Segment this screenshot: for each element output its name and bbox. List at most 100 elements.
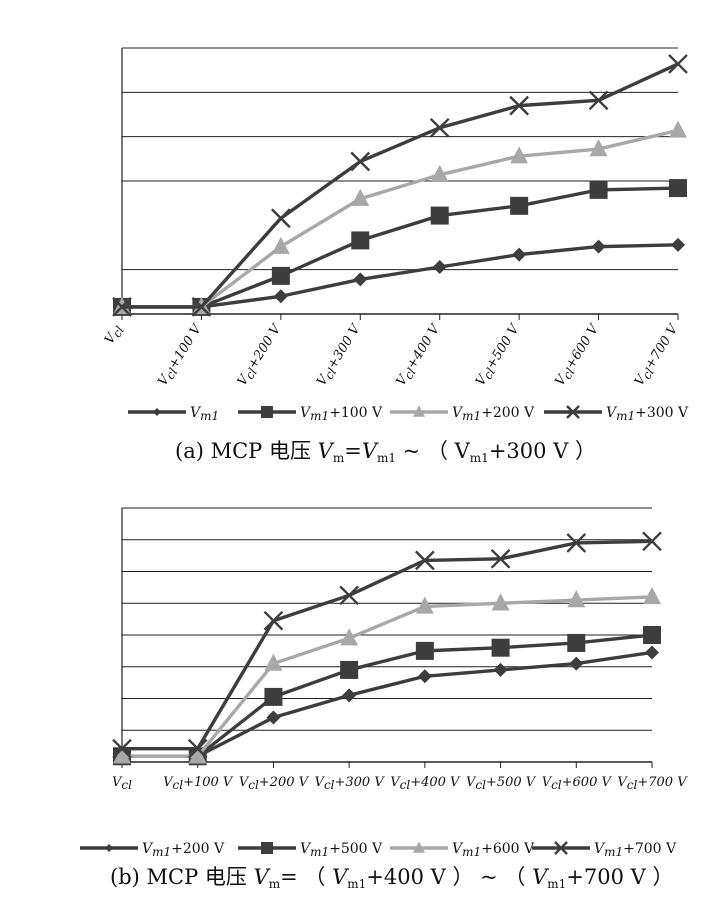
data-point [191,297,212,317]
x-tick-label: Vcl+600 V [542,775,613,792]
data-point [645,645,659,660]
data-point [188,746,207,764]
legend-item: Vm1+500 V [238,841,383,859]
data-point [264,687,283,706]
data-point [430,206,449,225]
data-point [417,669,432,684]
legend-item: Vm1 [128,405,219,423]
data-point [669,120,687,138]
data-point [415,641,434,660]
data-point [671,237,685,252]
legend-label: Vm1+600 V [452,841,535,859]
data-point [589,139,608,157]
data-point [271,208,291,229]
data-point [187,738,208,759]
data-point [491,593,510,611]
series-line [122,128,679,309]
data-point [430,164,449,182]
legend-label: Vm1+700 V [594,841,677,859]
data-point [351,188,370,206]
legend-label: Vm1+100 V [300,405,383,423]
data-point [569,656,584,671]
data-point [429,117,450,138]
series-line [122,633,653,758]
data-point [588,90,609,111]
data-point [432,260,447,275]
chart-b: Vcl Vcl+100 V Vcl+200 V Vcl+300 V Vcl+400 V V… [80,507,688,891]
data-point [350,151,371,172]
series-line [122,62,679,309]
data-point [112,738,132,759]
data-point [415,596,434,614]
legend-label: Vm1+200 V [142,841,225,859]
data-point [589,180,608,199]
x-tick-label: Vcl+500 V [473,321,525,390]
legend-label: Vm1+300 V [606,405,689,423]
data-point [339,585,359,606]
figure-caption: (a) MCP 电压 Vm=Vm1 ~ （ Vm1+300 V ） [175,439,596,465]
data-point [643,626,661,644]
x-tick-label: Vcl+300 V [315,775,386,792]
data-point [493,662,508,677]
data-point [263,610,284,631]
x-tick-label: Vcl+600 V [553,321,605,390]
series-line [122,650,653,758]
legend-label: Vm1+500 V [300,841,383,859]
data-point [271,236,290,254]
legend-marker [261,842,273,854]
x-tick-label: Vcl+400 V [394,321,446,390]
series-diamond [115,645,659,764]
x-tick-label: Vcl+400 V [390,775,461,792]
data-point [113,746,131,764]
legend-marker [261,406,273,418]
series-triangle [113,587,661,764]
legend-marker [554,841,568,855]
x-tick-label: Vcl+700 V [617,775,688,792]
data-point [491,638,510,657]
series-x [112,531,662,759]
data-point [567,590,586,608]
data-point [566,533,587,553]
legend-marker [413,841,425,853]
series-triangle [113,120,687,315]
data-point [351,231,370,250]
legend-item: Vm1+200 V [390,405,535,423]
data-point [509,95,529,116]
data-point [353,272,368,287]
data-point [273,289,288,304]
x-tick-label: Vcl+100 V [155,321,207,390]
x-tick-label: Vcl+500 V [466,775,537,792]
legend-item: Vm1+600 V [390,841,535,859]
x-tick-label: Vcl+300 V [314,321,366,390]
figure-caption: (b) MCP 电压 Vm= （ Vm1+400 V ） ~ （ Vm1+700… [110,865,673,891]
legend-item: Vm1+200 V [80,841,225,859]
data-point [510,196,529,215]
data-point [340,660,359,679]
data-point [668,54,688,74]
data-point [342,688,357,703]
data-point [264,653,283,671]
legend-marker [566,405,580,419]
data-point [510,146,529,164]
data-point [340,628,359,646]
x-tick-label: Vcl [112,775,132,792]
data-point [415,550,435,571]
data-point [591,239,606,254]
legend-marker [105,844,113,852]
legend-item: Vm1+300 V [544,405,689,423]
data-point [112,297,132,317]
legend-label: Vm1 [190,405,219,423]
series-line [122,539,653,751]
data-point [512,247,527,262]
legend-marker [153,408,161,416]
x-tick-label: Vcl+200 V [235,321,287,390]
data-point [490,548,511,569]
legend-item: Vm1+100 V [238,405,383,423]
legend-label: Vm1+200 V [452,405,535,423]
data-point [567,633,586,652]
series-x [112,54,688,317]
legend: Vm1+200 V Vm1+500 V Vm1+600 V Vm1+700 V [80,841,677,859]
series-line [122,186,679,309]
x-tick-label: Vcl+700 V [632,321,684,390]
